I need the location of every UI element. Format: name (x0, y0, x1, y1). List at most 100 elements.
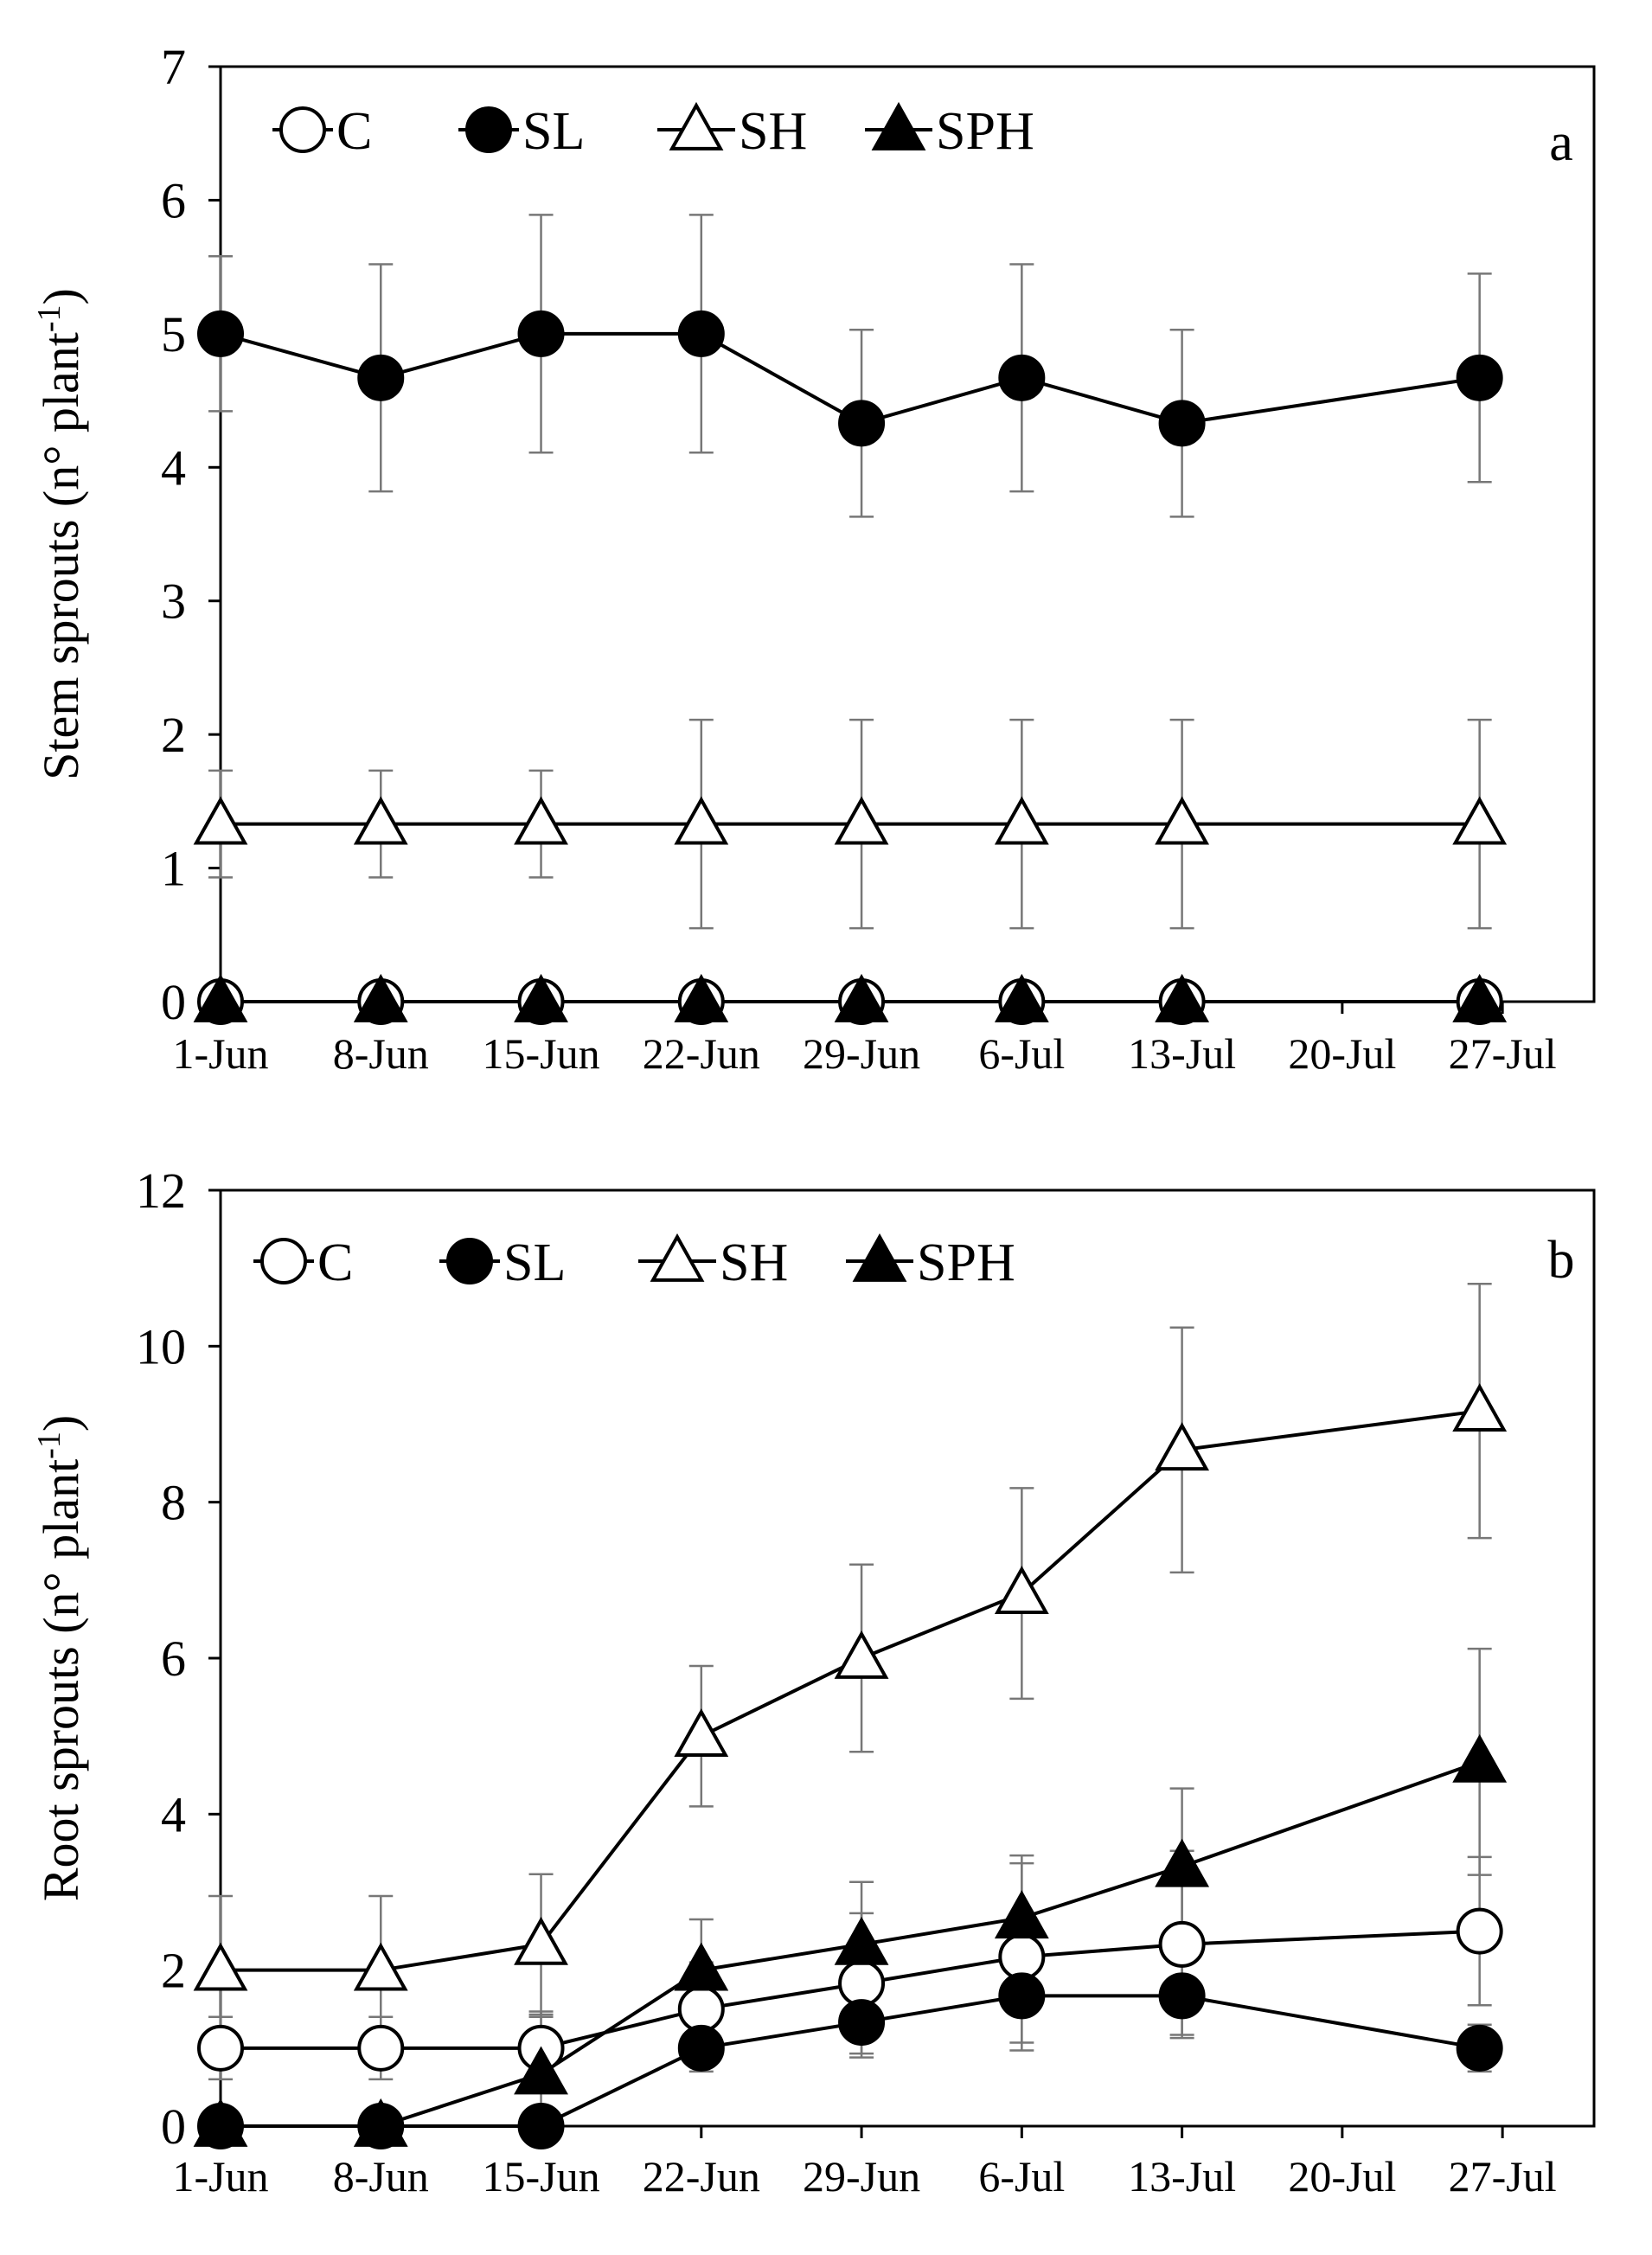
legend-label-C: C (317, 1233, 353, 1292)
legend-marker-SH (650, 1233, 705, 1282)
series-line-C (221, 1929, 1480, 2050)
data-point-SPH (193, 973, 248, 1022)
x-tick-label: 27-Jul (1449, 1029, 1557, 1078)
data-point-SH (514, 796, 568, 845)
x-tick-label: 22-Jun (643, 2152, 760, 2201)
data-point-C (838, 1959, 886, 2007)
data-point-SH (1452, 796, 1508, 845)
panel-letter: b (1548, 1231, 1575, 1290)
y-tick-label: 5 (161, 306, 186, 362)
data-point-C (1456, 1907, 1503, 1955)
panel-letter: a (1549, 113, 1573, 172)
legend-label-SH: SH (739, 102, 807, 161)
data-point-SL (838, 400, 886, 447)
x-tick-label: 8-Jun (333, 1029, 429, 1078)
x-tick-label: 20-Jul (1288, 1029, 1396, 1078)
y-tick-label: 7 (161, 39, 186, 95)
y-axis-title: Stem sprouts (n° plant-1) (31, 288, 89, 780)
y-tick-label: 6 (161, 172, 186, 228)
y-tick-label: 0 (161, 2098, 186, 2155)
data-point-SH (193, 1942, 248, 1991)
data-point-SPH (193, 2098, 248, 2147)
x-tick-label: 8-Jun (333, 2152, 429, 2201)
data-point-SH (834, 1630, 889, 1679)
legend-label-SL: SL (522, 102, 585, 161)
legend-label-SPH: SPH (936, 102, 1034, 161)
x-tick-label: 1-Jun (172, 2152, 268, 2201)
data-point-SPH (514, 973, 568, 1022)
data-point-SPH (353, 973, 408, 1022)
y-tick-label: 2 (161, 707, 186, 763)
x-tick-label: 15-Jun (482, 1029, 599, 1078)
data-point-SPH (1452, 973, 1508, 1022)
data-point-SL (517, 2103, 565, 2149)
legend-label-SL: SL (503, 1233, 566, 1292)
x-tick-label: 13-Jul (1128, 2152, 1236, 2201)
data-point-SPH (353, 2098, 408, 2147)
legend-marker-C (260, 1238, 307, 1284)
data-point-SL (677, 2024, 725, 2072)
x-tick-label: 15-Jun (482, 2152, 599, 2201)
plot-frame (219, 1188, 1596, 2128)
data-point-SL (1158, 400, 1206, 447)
series-line-SPH (221, 1760, 1481, 2128)
x-tick-label: 22-Jun (643, 1029, 760, 1078)
data-point-SL (677, 310, 725, 357)
legend-label-SPH: SPH (917, 1233, 1015, 1292)
legend-label-C: C (336, 102, 372, 161)
data-point-SL (197, 310, 244, 357)
panel-b: 0 2 4 6 8 10 12 1-Jun 8-Jun 15-Jun 22-Jun 29-Jun 6-J… (31, 1163, 1596, 2201)
data-point-C (677, 1985, 725, 2033)
y-tick-label: 6 (161, 1630, 186, 1687)
y-axis-title: Root sprouts (n° plant-1) (31, 1415, 89, 1901)
series-line-SL (220, 331, 1480, 426)
y-tick-label: 1 (161, 841, 186, 897)
panel-a: 0 1 2 3 4 5 6 7 1-Jun 8-Jun 15-Jun 22-Jun 29-Jun 6-Ju… (31, 39, 1596, 1078)
data-point-SL (998, 1972, 1046, 2020)
data-point-SH (674, 796, 729, 845)
x-tick-label: 6-Jul (978, 2152, 1065, 2201)
data-point-C (357, 2024, 405, 2072)
series-line-SH (221, 1409, 1480, 1972)
y-tick-label: 8 (161, 1475, 186, 1531)
data-point-SH (1155, 796, 1210, 845)
series-line-SL (221, 1994, 1481, 2128)
data-point-SH (353, 1942, 408, 1991)
y-tick-label: 4 (161, 439, 186, 496)
data-point-SL (357, 354, 405, 401)
legend-marker-SH (669, 101, 724, 151)
data-point-SH (193, 796, 248, 845)
y-tick-label: 10 (136, 1318, 186, 1374)
data-point-SL (1158, 1972, 1206, 2020)
x-tick-label: 27-Jul (1449, 2152, 1557, 2201)
data-point-SH (674, 1708, 729, 1758)
data-point-SPH (1452, 1733, 1508, 1783)
data-point-SPH (1155, 1838, 1210, 1887)
data-point-SL (1456, 354, 1503, 401)
data-point-SPH (994, 1890, 1049, 1939)
x-tick-label: 6-Jul (978, 1029, 1065, 1078)
data-point-SH (994, 1566, 1049, 1615)
data-point-SL (1456, 2024, 1503, 2072)
x-tick-label: 1-Jun (172, 1029, 268, 1078)
legend-label-SH: SH (720, 1233, 788, 1292)
legend-marker-SPH (871, 101, 926, 151)
data-point-SPH (994, 973, 1049, 1022)
data-point-SH (353, 796, 408, 845)
data-point-SPH (834, 973, 889, 1022)
y-tick-label: 4 (161, 1786, 186, 1842)
x-tick-label: 29-Jun (803, 1029, 920, 1078)
data-point-SH (1155, 1422, 1210, 1471)
legend-marker-SL (465, 106, 512, 153)
data-point-C (197, 2024, 244, 2072)
data-point-SPH (674, 1942, 729, 1991)
data-point-SL (998, 354, 1046, 401)
data-point-SL (517, 310, 565, 357)
data-point-SL (838, 1999, 886, 2047)
legend-marker-SPH (852, 1233, 907, 1282)
data-point-SPH (834, 1916, 889, 1965)
data-point-SH (1452, 1383, 1508, 1432)
plot-frame (219, 65, 1596, 1003)
y-tick-label: 0 (161, 974, 186, 1030)
